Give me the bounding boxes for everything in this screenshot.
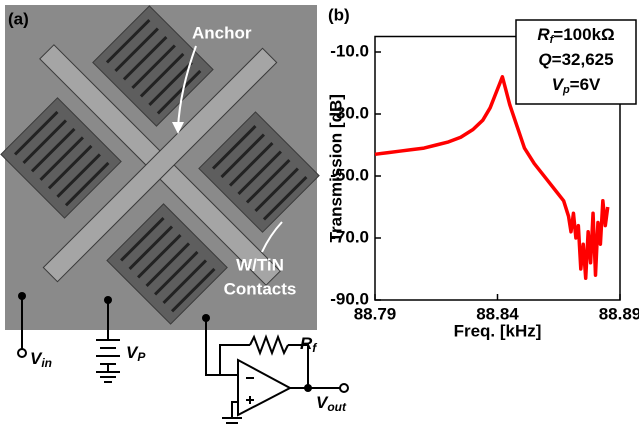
- y-tick-label: -10.0: [330, 41, 369, 60]
- x-tick-label: 88.79: [354, 304, 397, 323]
- contacts-label: Contacts: [224, 279, 297, 298]
- subscript: P: [137, 350, 146, 364]
- node: [304, 384, 312, 392]
- node: [202, 314, 210, 322]
- node: [104, 296, 112, 304]
- vin-label: Vin: [30, 349, 52, 370]
- page: (a) Anchor W/TiN Contacts Vin VP Rf Vout…: [0, 0, 639, 430]
- node: [18, 292, 26, 300]
- vp-label: VP: [126, 343, 146, 364]
- subscript: f: [312, 341, 317, 355]
- x-tick-label: 88.89: [599, 304, 639, 323]
- symbol: Q: [538, 50, 551, 69]
- data-line: [375, 77, 608, 278]
- symbol: R: [300, 334, 313, 353]
- annotation: Q=32,625: [538, 50, 613, 69]
- annotation-text: =6V: [570, 75, 601, 94]
- annotation: Vp=6V: [552, 75, 601, 95]
- terminal: [340, 384, 348, 392]
- rf-label: Rf: [300, 334, 317, 355]
- subscript: in: [41, 356, 52, 370]
- x-axis-title: Freq. [kHz]: [454, 321, 542, 340]
- contacts-label: W/TiN: [236, 255, 284, 274]
- y-axis-title: Transmission [dB]: [326, 94, 345, 242]
- panel-label: (b): [328, 5, 350, 24]
- vout-label: Vout: [316, 393, 347, 414]
- anchor-label: Anchor: [192, 23, 252, 42]
- subscript: out: [327, 400, 347, 414]
- annotation: Rf=100kΩ: [537, 25, 614, 45]
- annotation-text: =32,625: [552, 50, 614, 69]
- annotation-text: =100kΩ: [553, 25, 614, 44]
- panel-label: (a): [8, 9, 29, 28]
- terminal: [18, 349, 26, 357]
- figure: (a) Anchor W/TiN Contacts Vin VP Rf Vout…: [0, 0, 639, 430]
- symbol: R: [537, 25, 550, 44]
